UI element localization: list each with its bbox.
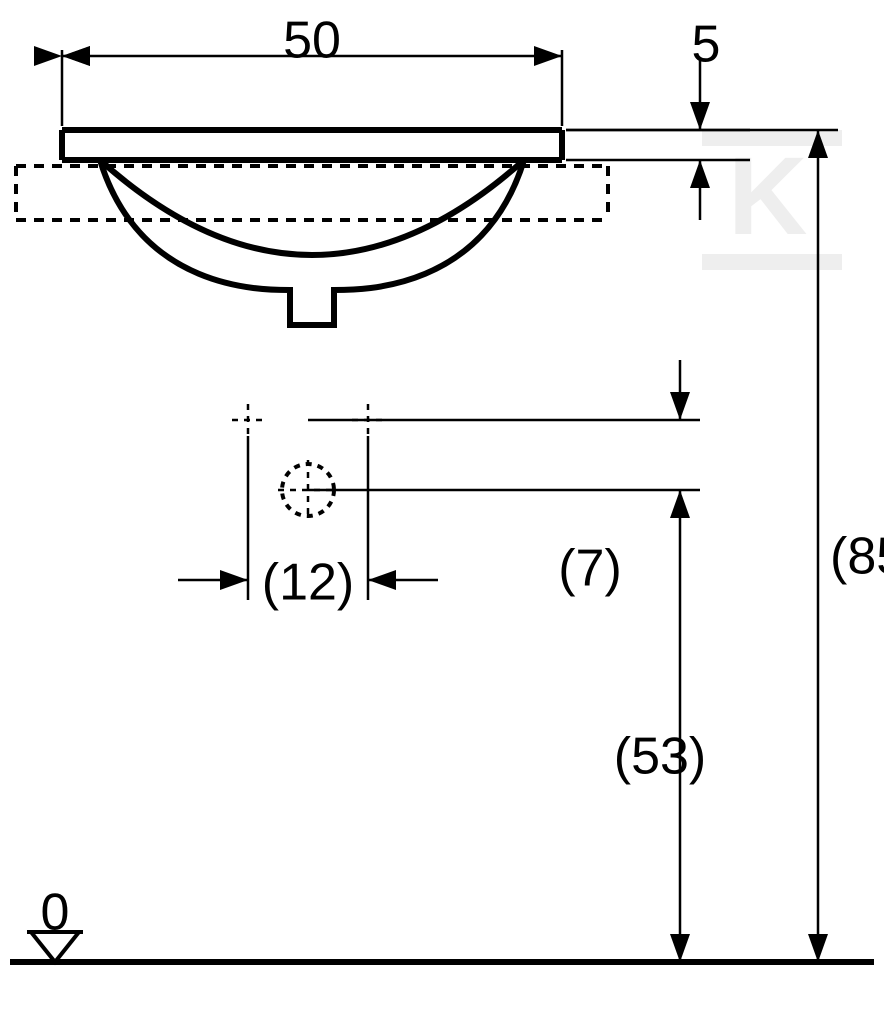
dim-50: 50 [283,12,341,70]
watermark-k: K [728,135,807,258]
dim-7: (7) [558,540,622,598]
dim-53: (53) [614,728,706,786]
dim-12: (12) [262,554,354,612]
dim-5: 5 [692,16,721,74]
dim-85: (85) [830,528,884,586]
